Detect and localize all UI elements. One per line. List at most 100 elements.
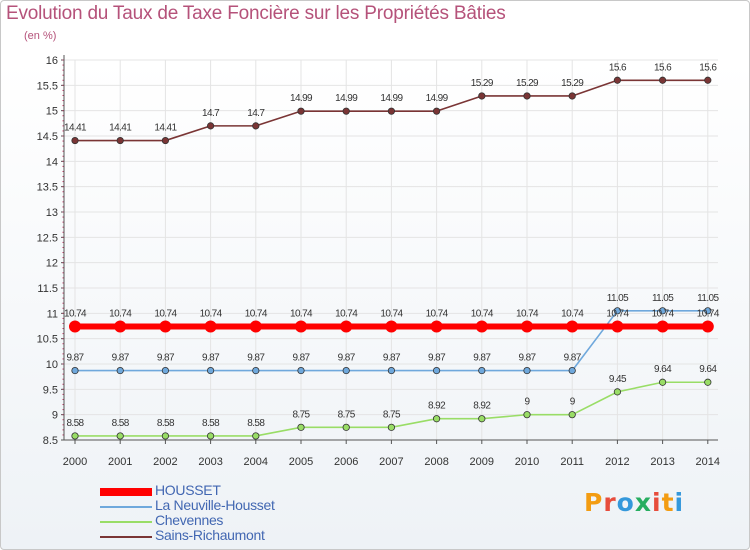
- data-point: [478, 415, 486, 423]
- data-point: [432, 415, 441, 423]
- proxiti-logo: Proxiti: [584, 488, 684, 517]
- data-label: 15.29: [561, 78, 584, 89]
- data-label: 9.87: [292, 353, 310, 364]
- data-label: 10.74: [561, 309, 584, 320]
- data-label: 9.64: [654, 364, 672, 375]
- data-point: [475, 320, 488, 333]
- data-label: 9: [570, 397, 576, 408]
- data-point: [252, 432, 260, 440]
- data-label: 9.87: [202, 353, 220, 364]
- x-tick-label: 2012: [605, 456, 629, 468]
- data-label: 9.87: [383, 353, 401, 364]
- data-label: 8.58: [157, 418, 175, 429]
- data-label: 10.74: [154, 309, 177, 320]
- data-point: [249, 320, 262, 333]
- data-point: [613, 76, 622, 84]
- data-point: [342, 107, 350, 115]
- data-label: 9: [525, 397, 531, 408]
- logo-letter: P: [584, 488, 604, 517]
- data-point: [342, 366, 350, 375]
- legend-swatch: [100, 506, 152, 508]
- data-point: [69, 320, 81, 333]
- data-point: [297, 107, 305, 115]
- x-tick-label: 2011: [560, 456, 584, 468]
- data-point: [566, 320, 579, 333]
- y-tick-label: 9: [52, 410, 58, 422]
- y-tick-label: 8.5: [43, 435, 58, 447]
- data-label: 9.87: [428, 353, 446, 364]
- legend-label: Sains-Richaumont: [155, 527, 265, 543]
- y-tick-label: 10: [46, 359, 58, 371]
- data-point: [568, 366, 576, 375]
- data-label: 8.58: [66, 418, 84, 429]
- data-label: 8.75: [292, 409, 310, 420]
- data-label: 8.58: [112, 418, 130, 429]
- y-tick-label: 13: [46, 207, 58, 219]
- data-label: 9.45: [609, 374, 627, 385]
- legend-label: La Neuville-Housset: [155, 497, 275, 513]
- y-tick-label: 11.5: [37, 283, 58, 295]
- y-tick-label: 16: [46, 55, 58, 67]
- data-point: [297, 366, 305, 375]
- data-point: [71, 432, 79, 440]
- data-point: [523, 366, 531, 375]
- data-point: [295, 320, 307, 333]
- data-label: 9.87: [112, 353, 130, 364]
- data-point: [568, 92, 576, 100]
- y-tick-label: 9.5: [43, 384, 58, 396]
- data-point: [704, 307, 712, 315]
- data-label: 14.7: [247, 108, 265, 119]
- data-point: [114, 320, 127, 333]
- data-label: 15.6: [609, 62, 627, 73]
- data-point: [430, 320, 443, 333]
- data-point: [342, 423, 350, 431]
- y-tick-label: 12.5: [37, 232, 58, 244]
- legend-label: Chevennes: [155, 512, 224, 528]
- data-label: 10.74: [245, 309, 268, 320]
- data-point: [116, 136, 124, 145]
- data-label: 9.87: [518, 353, 536, 364]
- y-tick-label: 14.5: [37, 131, 58, 143]
- data-label: 15.6: [699, 62, 717, 73]
- data-point: [523, 92, 531, 100]
- data-label: 15.29: [516, 78, 539, 89]
- data-point: [71, 366, 79, 375]
- data-point: [432, 107, 441, 115]
- y-tick-label: 13.5: [37, 182, 58, 194]
- data-label: 10.74: [697, 309, 720, 320]
- y-tick-label: 11: [47, 308, 58, 320]
- data-label: 10.74: [606, 309, 629, 320]
- data-point: [611, 320, 624, 333]
- legend-swatch: [100, 521, 152, 523]
- data-label: 15.6: [654, 62, 672, 73]
- data-point: [658, 378, 667, 386]
- data-label: 8.92: [428, 401, 446, 412]
- logo-letter: r: [603, 488, 617, 517]
- data-point: [432, 366, 441, 375]
- data-label: 14.41: [109, 123, 132, 134]
- data-point: [387, 107, 395, 115]
- logo-letter: o: [616, 488, 635, 517]
- data-label: 10.74: [335, 309, 358, 320]
- data-point: [297, 423, 305, 431]
- data-point: [71, 136, 79, 145]
- data-label: 10.74: [109, 309, 132, 320]
- data-point: [159, 320, 172, 333]
- data-point: [252, 366, 260, 375]
- x-tick-label: 2005: [289, 456, 313, 468]
- data-point: [161, 366, 169, 375]
- data-label: 11.05: [652, 293, 674, 304]
- chart-unit-label: (en %): [24, 30, 57, 42]
- x-tick-label: 2006: [334, 456, 358, 468]
- data-label: 15.29: [471, 78, 494, 89]
- data-label: 8.75: [383, 409, 401, 420]
- data-label: 11.05: [697, 293, 719, 304]
- data-point: [704, 378, 712, 386]
- data-point: [387, 423, 395, 431]
- data-label: 14.41: [154, 123, 177, 134]
- data-point: [161, 432, 169, 440]
- data-label: 8.58: [247, 418, 265, 429]
- data-label: 9.87: [66, 353, 84, 364]
